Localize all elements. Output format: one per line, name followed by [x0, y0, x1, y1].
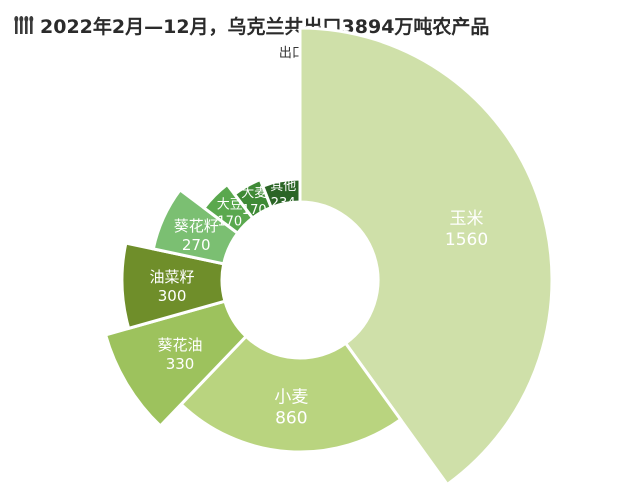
slice-label-0: 玉米 — [450, 209, 484, 229]
slice-label-4: 葵花籽 — [174, 217, 219, 235]
slice-value-7: 234 — [271, 196, 296, 211]
slice-2 — [103, 299, 249, 429]
chart-title-text: 2022年2月—12月，乌克兰共出口3894万吨农产品 — [40, 15, 490, 38]
chart-title: 2022年2月—12月，乌克兰共出口3894万吨农产品 — [14, 12, 489, 38]
slice-label-6: 大麦 — [241, 186, 267, 201]
slice-value-6: 170 — [242, 203, 267, 218]
slice-label-7: 其他 — [270, 179, 296, 194]
slice-1 — [178, 334, 403, 454]
slice-label-2: 葵花油 — [158, 336, 203, 354]
slice-value-1: 860 — [275, 409, 307, 429]
slice-value-2: 330 — [166, 355, 195, 373]
slice-value-4: 270 — [182, 236, 211, 254]
wheat-icon — [14, 16, 34, 34]
slice-value-3: 300 — [158, 287, 187, 305]
slice-label-5: 大豆 — [217, 197, 243, 212]
slice-label-1: 小麦 — [274, 388, 308, 408]
slice-4 — [151, 187, 240, 266]
slice-value-5: 170 — [217, 214, 242, 229]
slice-3 — [120, 241, 227, 331]
slice-0 — [298, 26, 554, 487]
slice-7 — [260, 177, 302, 210]
slice-label-3: 油菜籽 — [150, 268, 195, 286]
slice-value-0: 1560 — [445, 230, 488, 250]
